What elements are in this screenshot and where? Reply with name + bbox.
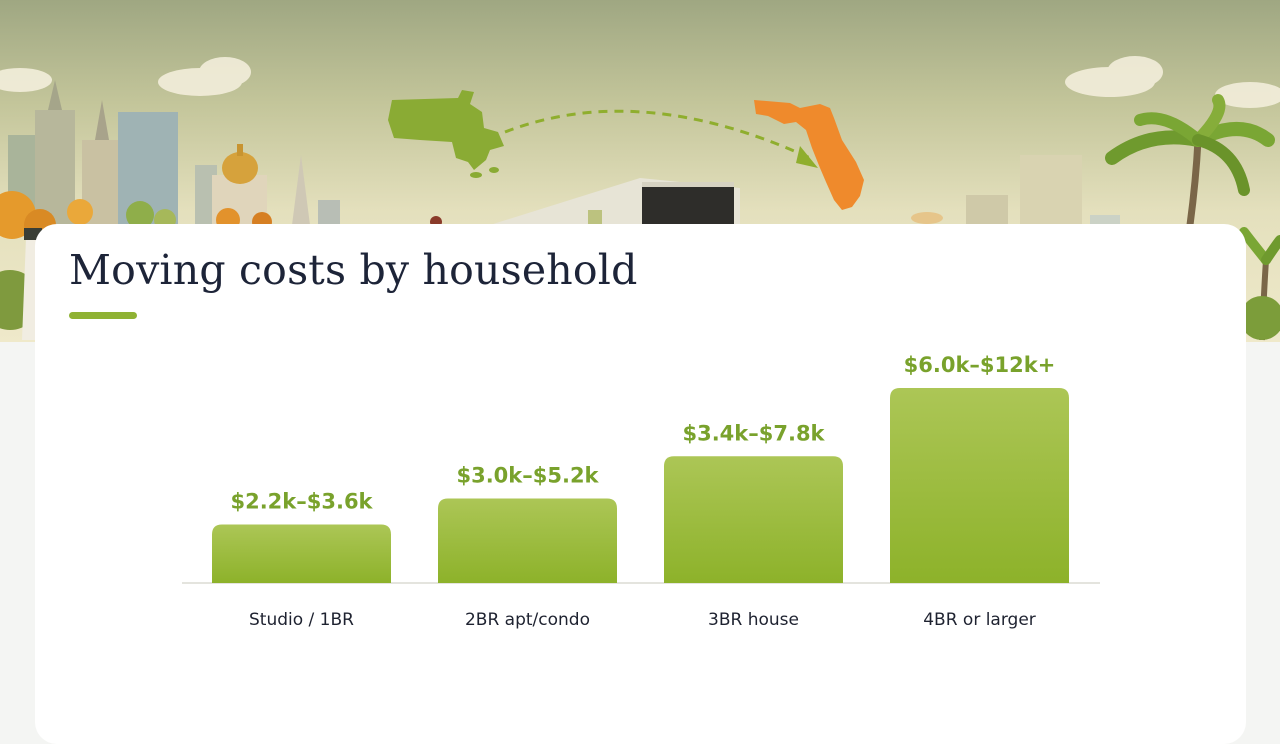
hero-scene: [0, 56, 1280, 341]
category-label: 2BR apt/condo: [465, 610, 590, 630]
bar-3: [890, 388, 1069, 583]
category-label: 4BR or larger: [923, 610, 1036, 630]
bar-value-label: $3.4k–$7.8k: [682, 421, 825, 445]
bar-value-label: $2.2k–$3.6k: [230, 490, 373, 514]
bar-1: [438, 498, 617, 583]
page-title: Moving costs by household: [69, 246, 638, 294]
route-arrowhead-icon: [796, 146, 818, 168]
bar-value-label: $3.0k–$5.2k: [456, 464, 599, 488]
bars-group: $2.2k–$3.6k Studio / 1BR $3.0k–$5.2k 2BR ap…: [212, 353, 1069, 630]
clouds: [0, 56, 1280, 108]
palm-tree-icon: [1105, 94, 1280, 341]
category-label: Studio / 1BR: [249, 610, 354, 630]
moving-truck-icon: [430, 178, 740, 228]
dashed-route-arrow-icon: [504, 109, 811, 160]
category-label: 3BR house: [708, 610, 799, 630]
bar-0: [212, 524, 391, 583]
bar-value-label: $6.0k–$12k+: [904, 353, 1056, 377]
title-underline: [69, 312, 137, 319]
bar-chart: $2.2k–$3.6k Studio / 1BR $3.0k–$5.2k 2BR ap…: [182, 353, 1100, 630]
massachusetts-map-icon: [388, 90, 504, 178]
florida-map-icon: [754, 100, 864, 210]
bar-2: [664, 456, 843, 583]
